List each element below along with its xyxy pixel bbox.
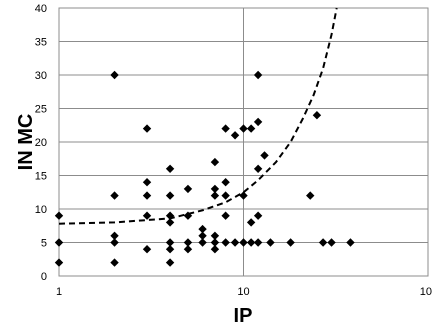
data-point [165,238,175,247]
data-point [110,191,119,200]
data-point [239,124,248,133]
data-point [54,211,64,220]
data-point [183,184,193,194]
data-point [54,238,64,247]
data-point [165,211,175,220]
data-point [198,231,207,240]
data-point [142,178,152,187]
data-point [253,164,263,173]
y-tick-label: 30 [35,70,47,82]
data-point [221,178,230,187]
data-point [312,111,322,120]
data-point [221,191,230,200]
data-point [253,70,263,80]
x-tick-label: 10 [237,286,249,298]
data-point [221,211,230,220]
y-tick-label: 0 [41,271,47,283]
data-point [183,211,193,220]
y-axis-tick-labels: 0 5 10 15 20 25 30 35 40 [35,3,47,283]
data-point [266,238,275,247]
data-point [54,258,64,267]
data-point [142,191,152,200]
data-point [318,238,328,247]
y-axis-title: IN MC [15,114,37,171]
data-point [253,211,263,220]
y-tick-label: 20 [35,137,47,149]
y-tick-label: 35 [35,37,47,49]
data-point [165,164,175,173]
data-point [221,124,230,133]
data-point [183,245,193,254]
data-point [246,238,256,247]
data-point [198,238,207,247]
x-axis-tick-labels: 1 10 10 [56,286,432,298]
x-tick-label: 10 [420,286,432,298]
data-point [165,258,175,267]
y-tick-label: 15 [35,171,47,183]
data-point [210,238,220,247]
data-point [246,218,256,227]
y-tick-label: 40 [35,3,47,15]
x-tick-label: 1 [56,286,62,298]
data-point [221,238,230,247]
data-points [54,70,355,267]
data-point [346,238,355,247]
y-tick-label: 10 [35,204,47,216]
data-point [142,245,152,254]
data-point [210,184,220,194]
fit-curve [58,7,338,225]
data-point [246,124,256,133]
data-point [230,131,240,140]
data-point [110,70,119,80]
data-point [110,258,119,267]
data-point [165,218,175,227]
plot-border [58,7,429,277]
data-point [327,238,336,247]
data-point [210,157,220,167]
data-point [260,151,269,160]
x-axis-title: IP [234,305,253,326]
data-point [110,231,119,240]
data-point [210,231,220,240]
data-point [286,238,295,247]
y-tick-label: 5 [41,238,47,250]
data-point [183,238,193,247]
data-point [239,238,248,247]
y-tick-label: 25 [35,104,47,116]
data-point [165,191,175,200]
dashed-fit-line [58,7,338,225]
data-point [110,238,119,247]
plot-frame [58,7,429,277]
data-point [239,191,248,200]
data-point [306,191,315,200]
data-point [253,238,263,247]
data-point [210,245,220,254]
data-point [198,224,207,234]
data-point [142,124,152,133]
data-point [210,191,220,200]
data-point [165,245,175,254]
data-point [230,238,240,247]
data-point [142,211,152,220]
data-point [253,117,263,127]
